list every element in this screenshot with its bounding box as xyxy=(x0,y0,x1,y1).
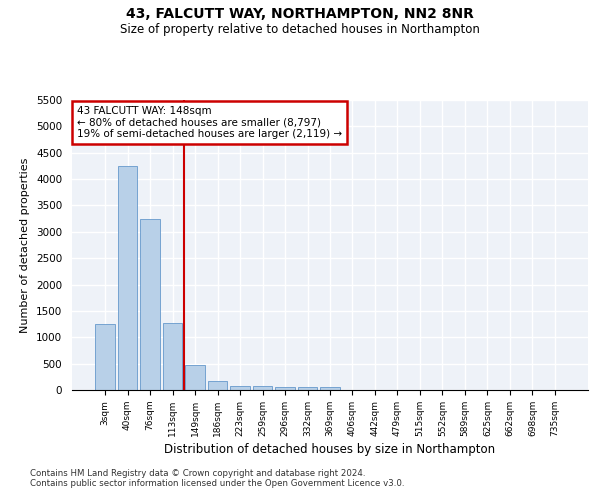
Bar xyxy=(230,386,250,390)
Text: 43, FALCUTT WAY, NORTHAMPTON, NN2 8NR: 43, FALCUTT WAY, NORTHAMPTON, NN2 8NR xyxy=(126,8,474,22)
Bar xyxy=(163,323,182,390)
Y-axis label: Number of detached properties: Number of detached properties xyxy=(20,158,31,332)
Bar xyxy=(320,388,340,390)
Bar xyxy=(275,387,295,390)
Bar xyxy=(118,166,137,390)
Bar xyxy=(253,386,272,390)
Bar xyxy=(208,381,227,390)
Bar xyxy=(140,218,160,390)
Bar xyxy=(95,324,115,390)
Text: Contains HM Land Registry data © Crown copyright and database right 2024.: Contains HM Land Registry data © Crown c… xyxy=(30,468,365,477)
Bar xyxy=(185,365,205,390)
Text: Contains public sector information licensed under the Open Government Licence v3: Contains public sector information licen… xyxy=(30,478,404,488)
Bar xyxy=(298,388,317,390)
Text: Distribution of detached houses by size in Northampton: Distribution of detached houses by size … xyxy=(164,442,496,456)
Text: Size of property relative to detached houses in Northampton: Size of property relative to detached ho… xyxy=(120,22,480,36)
Text: 43 FALCUTT WAY: 148sqm
← 80% of detached houses are smaller (8,797)
19% of semi-: 43 FALCUTT WAY: 148sqm ← 80% of detached… xyxy=(77,106,342,139)
